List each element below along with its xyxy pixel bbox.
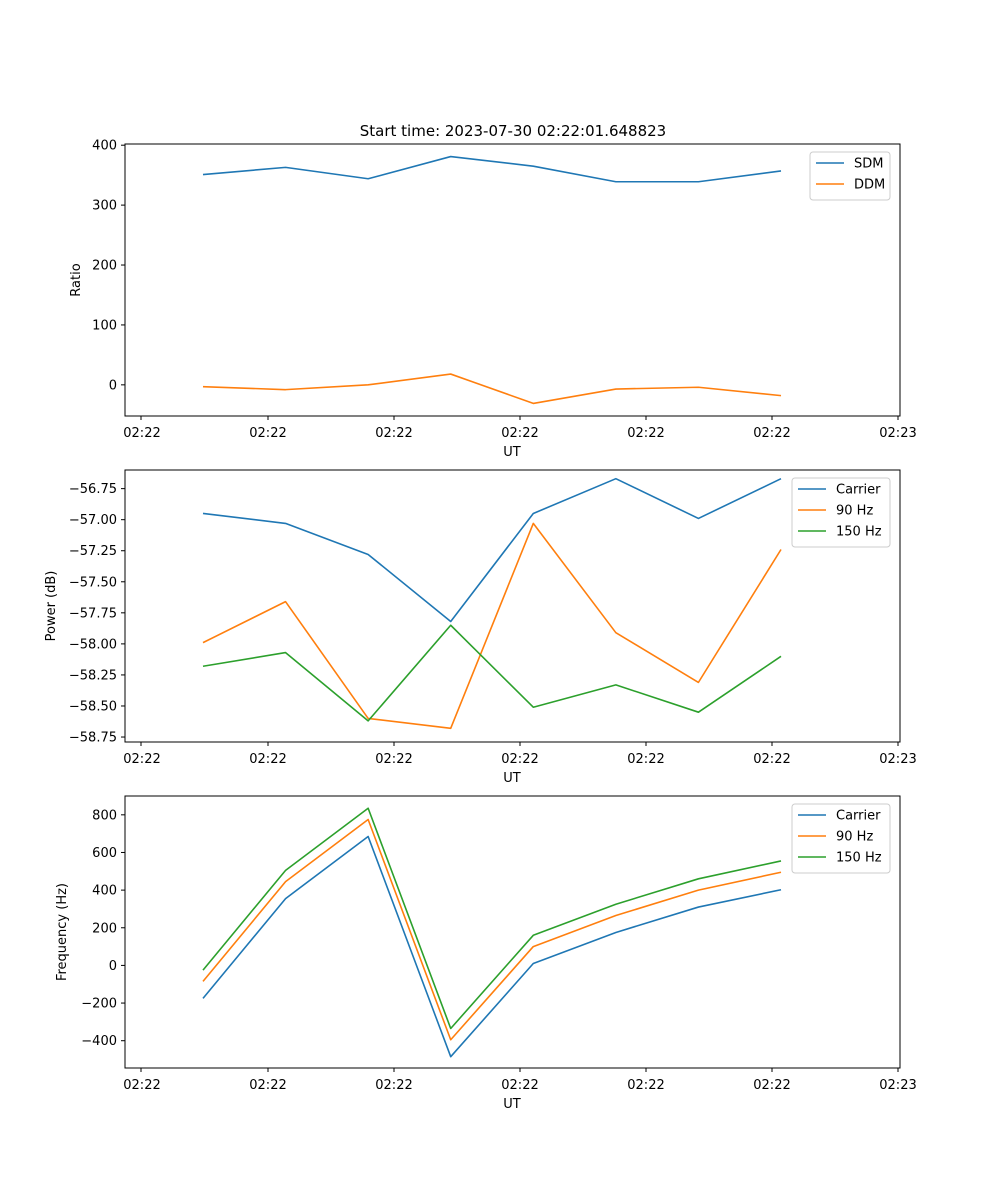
y-tick-label: 400: [92, 884, 117, 899]
x-tick-label: 02:22: [249, 752, 286, 767]
x-tick-label: 02:22: [501, 752, 538, 767]
legend-label: 90 Hz: [836, 830, 873, 845]
x-tick-label: 02:22: [501, 1078, 538, 1093]
y-tick-label: 200: [92, 921, 117, 936]
y-tick-label: −58.75: [69, 731, 117, 746]
series-line-carrier: [202, 477, 782, 623]
series-line-150-hz: [202, 807, 782, 1030]
legend-label: 150 Hz: [836, 525, 882, 540]
x-axis-label: UT: [503, 1097, 521, 1112]
x-tick-label: 02:22: [249, 426, 286, 441]
y-tick-label: −57.50: [69, 575, 117, 590]
y-axis-label: Frequency (Hz): [55, 883, 70, 981]
y-tick-label: −200: [81, 997, 117, 1012]
axes-frame: [124, 143, 901, 417]
legend: Carrier 90 Hz 150 Hz: [791, 477, 891, 548]
x-tick-label: 02:23: [879, 1078, 916, 1093]
y-tick-label: −58.00: [69, 637, 117, 652]
x-tick-label: 02:22: [375, 426, 412, 441]
legend-label: SDM: [854, 157, 883, 172]
x-tick-label: 02:22: [501, 426, 538, 441]
x-tick-label: 02:22: [123, 752, 160, 767]
x-tick-label: 02:22: [753, 1078, 790, 1093]
figure-title: Start time: 2023-07-30 02:22:01.648823: [360, 122, 666, 140]
chart-panel-3: −400 −200 0 200 400 600 800 02:22 02:22 02:22 02:2…: [55, 795, 917, 1112]
x-tick-label: 02:22: [123, 1078, 160, 1093]
y-tick-label: 600: [92, 846, 117, 861]
legend-label: Carrier: [836, 809, 881, 824]
legend: SDM DDM: [809, 151, 891, 201]
y-tick-label: 0: [109, 959, 117, 974]
x-axis-label: UT: [503, 445, 521, 460]
y-tick-label: 200: [92, 259, 117, 274]
x-tick-label: 02:22: [627, 1078, 664, 1093]
y-tick-label: −58.50: [69, 699, 117, 714]
legend-box: [791, 477, 891, 548]
y-tick-label: −400: [81, 1034, 117, 1049]
y-tick-label: −57.75: [69, 606, 117, 621]
series-line-90-hz: [202, 818, 782, 1041]
legend-box: [791, 803, 891, 874]
x-tick-label: 02:22: [123, 426, 160, 441]
y-axis-label: Ratio: [69, 263, 84, 296]
x-tick-label: 02:22: [753, 752, 790, 767]
y-tick-label: 800: [92, 808, 117, 823]
series-line-90-hz: [202, 522, 782, 730]
legend: Carrier 90 Hz 150 Hz: [791, 803, 891, 874]
y-tick-label: −57.00: [69, 513, 117, 528]
series-line-150-hz: [202, 624, 782, 722]
chart-panel-2: −58.75 −58.50 −58.25 −58.00 −57.75 −57.50 −57.…: [44, 469, 917, 786]
series-line-carrier: [202, 835, 782, 1058]
axes-frame: [124, 469, 901, 743]
y-tick-label: 400: [92, 139, 117, 154]
legend-label: 90 Hz: [836, 504, 873, 519]
chart-panel-1: 0 100 200 300 400 02:22 02:22 02:22 02:22 02:22 02…: [69, 139, 917, 460]
legend-label: DDM: [854, 178, 885, 193]
series-line-sdm: [202, 155, 782, 183]
legend-box: [809, 151, 891, 201]
y-tick-label: −57.25: [69, 544, 117, 559]
axes-frame: [124, 795, 901, 1069]
x-tick-label: 02:23: [879, 752, 916, 767]
y-tick-label: −58.25: [69, 668, 117, 683]
y-tick-label: 100: [92, 318, 117, 333]
x-tick-label: 02:22: [375, 752, 412, 767]
legend-label: 150 Hz: [836, 851, 882, 866]
y-tick-label: −56.75: [69, 482, 117, 497]
x-tick-label: 02:22: [753, 426, 790, 441]
x-axis-label: UT: [503, 771, 521, 786]
y-tick-label: 300: [92, 199, 117, 214]
x-tick-label: 02:22: [249, 1078, 286, 1093]
y-tick-label: 0: [109, 378, 117, 393]
legend-label: Carrier: [836, 483, 881, 498]
x-tick-label: 02:22: [627, 752, 664, 767]
x-tick-label: 02:22: [375, 1078, 412, 1093]
x-tick-label: 02:23: [879, 426, 916, 441]
series-line-ddm: [202, 373, 782, 405]
x-tick-label: 02:22: [627, 426, 664, 441]
y-axis-label: Power (dB): [44, 571, 59, 642]
